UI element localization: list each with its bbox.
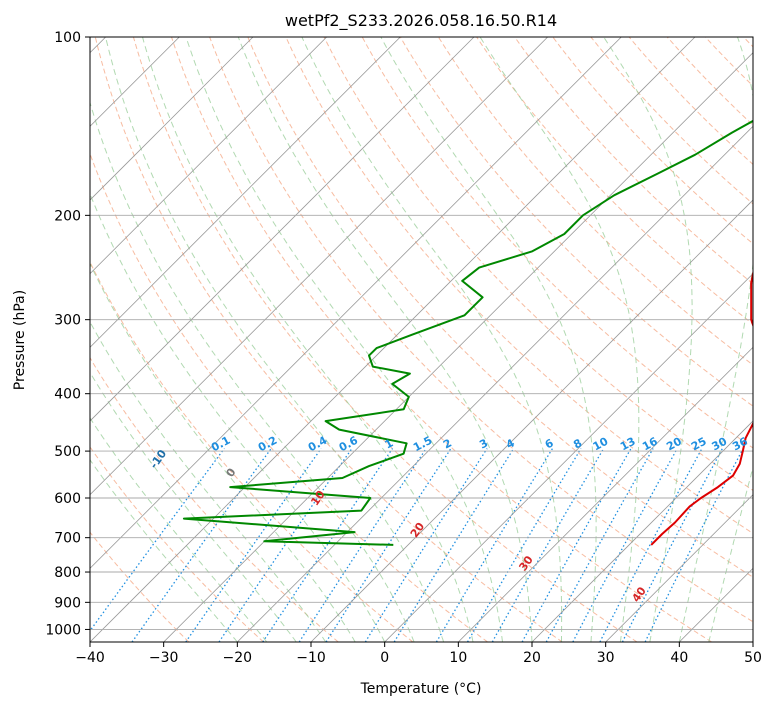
- x-tick-label: −10: [296, 650, 326, 666]
- y-tick-label: 200: [54, 208, 81, 224]
- y-tick-label: 500: [54, 444, 81, 460]
- x-tick-label: −30: [149, 650, 179, 666]
- x-tick-label: 20: [523, 650, 541, 666]
- y-tick-label: 800: [54, 565, 81, 581]
- x-tick-label: −20: [223, 650, 253, 666]
- y-tick-label: 1000: [45, 622, 81, 638]
- y-tick-label: 400: [54, 387, 81, 403]
- x-tick-label: 50: [744, 650, 762, 666]
- y-tick-label: 700: [54, 531, 81, 547]
- x-tick-label: 40: [670, 650, 688, 666]
- x-axis-label: Temperature (°C): [360, 681, 482, 697]
- x-tick-label: −40: [75, 650, 105, 666]
- chart-title: wetPf2_S233.2026.058.16.50.R14: [285, 11, 557, 31]
- y-axis-label: Pressure (hPa): [12, 290, 28, 390]
- y-tick-label: 300: [54, 313, 81, 329]
- y-tick-label: 900: [54, 595, 81, 611]
- y-tick-label: 100: [54, 30, 81, 46]
- x-tick-label: 10: [449, 650, 467, 666]
- y-tick-label: 600: [54, 491, 81, 507]
- x-tick-label: 0: [380, 650, 389, 666]
- x-tick-label: 30: [597, 650, 615, 666]
